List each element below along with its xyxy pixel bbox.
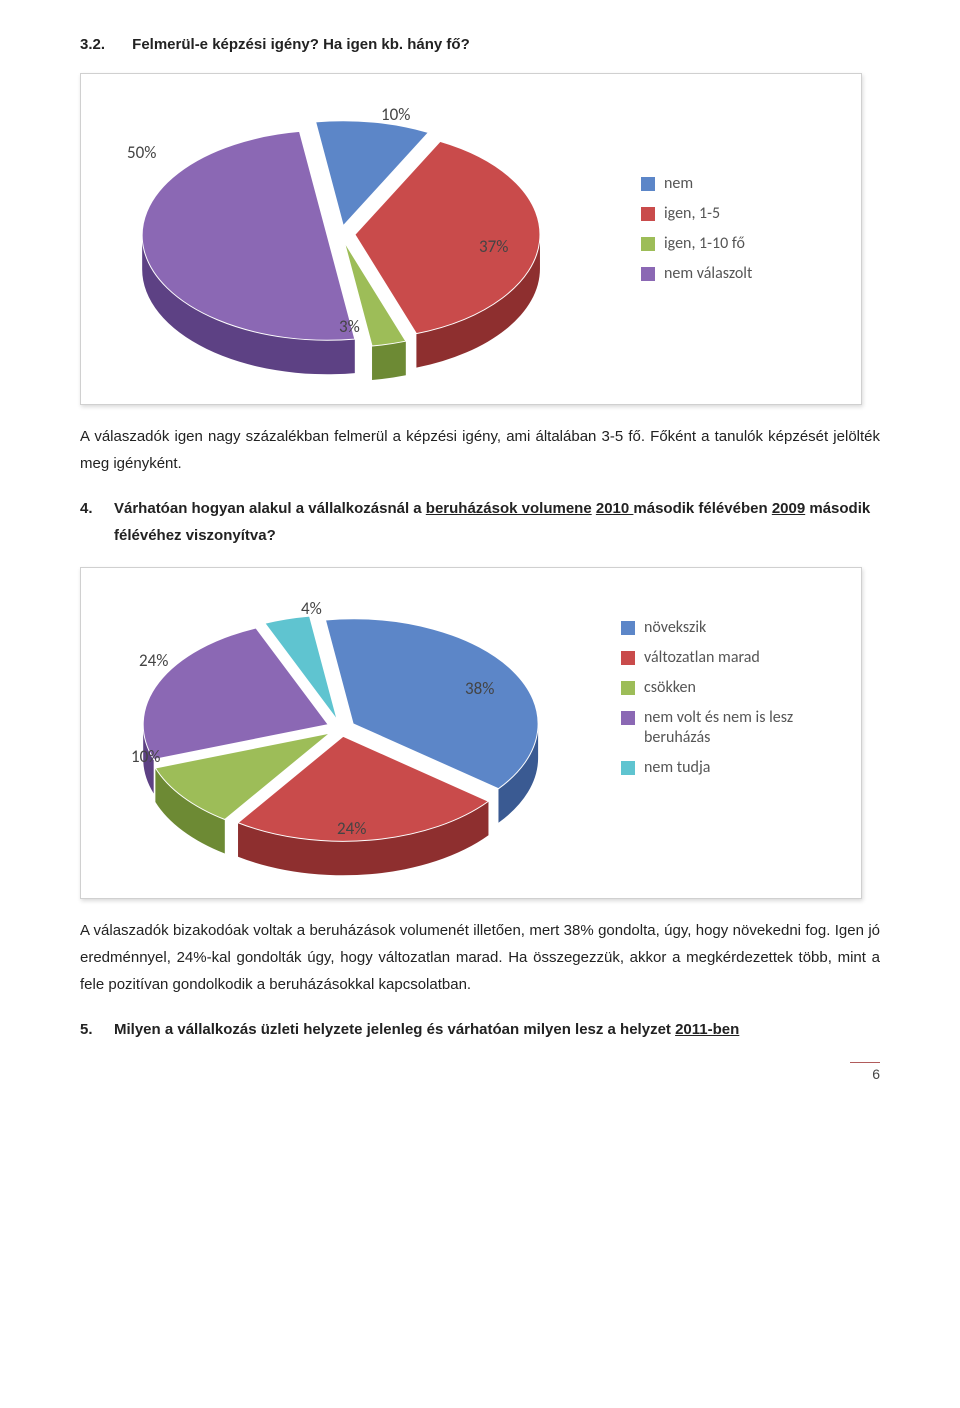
heading-4-u2: 2010 — [596, 500, 634, 517]
legend-swatch — [621, 621, 635, 635]
legend-swatch — [641, 237, 655, 251]
paragraph-1: A válaszadók igen nagy százalékban felme… — [80, 423, 880, 477]
pie-data-label: 3% — [339, 316, 360, 337]
pie-data-label: 10% — [131, 746, 160, 767]
heading-4-u1: beruházások volumene — [426, 500, 592, 517]
legend-swatch — [621, 711, 635, 725]
legend-label: növekszik — [644, 618, 706, 638]
pie-data-label: 38% — [465, 678, 494, 699]
heading-4-num: 4. — [80, 495, 114, 549]
legend-item: nem volt és nem is lesz beruházás — [621, 708, 814, 748]
legend-swatch — [621, 681, 635, 695]
legend-item: növekszik — [621, 618, 814, 638]
chart-1-frame: 10% 37% 3% 50% nem igen, 1-5 igen, 1-10 fő nem … — [80, 73, 862, 405]
page-number-rule — [850, 1062, 880, 1063]
page-number: 6 — [872, 1062, 880, 1082]
legend-item: igen, 1-5 — [641, 204, 752, 224]
heading-4-text: Várhatóan hogyan alakul a vállalkozásnál… — [114, 495, 880, 549]
legend-swatch — [641, 267, 655, 281]
pie-legend: nem igen, 1-5 igen, 1-10 fő nem válaszolt — [641, 174, 752, 294]
legend-swatch — [621, 651, 635, 665]
heading-3-2-text: Felmerül-e képzési igény? Ha igen kb. há… — [132, 36, 470, 53]
legend-item: nem válaszolt — [641, 264, 752, 284]
legend-label: nem volt és nem is lesz beruházás — [644, 708, 814, 748]
paragraph-2: A válaszadók bizakodóak voltak a beruház… — [80, 917, 880, 998]
heading-5-num: 5. — [80, 1016, 114, 1043]
pie-data-label: 37% — [479, 236, 508, 257]
heading-5-u1: 2011-ben — [675, 1021, 739, 1038]
heading-3-2: 3.2. Felmerül-e képzési igény? Ha igen k… — [80, 36, 880, 53]
legend-item: csökken — [621, 678, 814, 698]
heading-5-text: Milyen a vállalkozás üzleti helyzete jel… — [114, 1016, 880, 1043]
legend-label: igen, 1-5 — [664, 204, 720, 224]
pie-data-label: 4% — [301, 598, 322, 619]
page-number-container: 6 — [80, 1061, 880, 1082]
legend-label: igen, 1-10 fő — [664, 234, 745, 254]
chart-2-frame: 38% 24% 10% 24% 4% növekszik változatlan marad… — [80, 567, 862, 899]
legend-label: változatlan marad — [644, 648, 760, 668]
heading-4-pre: Várhatóan hogyan alakul a vállalkozásnál… — [114, 500, 426, 517]
heading-4: 4. Várhatóan hogyan alakul a vállalkozás… — [80, 495, 880, 549]
heading-3-2-num: 3.2. — [80, 36, 128, 53]
pie-legend: növekszik változatlan marad csökken nem vol… — [621, 618, 814, 788]
legend-label: nem tudja — [644, 758, 710, 778]
pie-data-label: 24% — [139, 650, 168, 671]
legend-swatch — [641, 207, 655, 221]
heading-4-u3: 2009 — [772, 500, 805, 517]
legend-item: igen, 1-10 fő — [641, 234, 752, 254]
legend-item: változatlan marad — [621, 648, 814, 668]
legend-label: csökken — [644, 678, 696, 698]
legend-label: nem válaszolt — [664, 264, 752, 284]
heading-4-mid2: második félévében — [633, 500, 771, 517]
legend-item: nem tudja — [621, 758, 814, 778]
legend-label: nem — [664, 174, 693, 194]
heading-5: 5. Milyen a vállalkozás üzleti helyzete … — [80, 1016, 880, 1043]
pie-slice-side — [372, 341, 406, 380]
legend-swatch — [641, 177, 655, 191]
pie-data-label: 50% — [127, 142, 156, 163]
legend-swatch — [621, 761, 635, 775]
pie-data-label: 10% — [381, 104, 410, 125]
pie-data-label: 24% — [337, 818, 366, 839]
legend-item: nem — [641, 174, 752, 194]
heading-5-pre: Milyen a vállalkozás üzleti helyzete jel… — [114, 1021, 675, 1038]
